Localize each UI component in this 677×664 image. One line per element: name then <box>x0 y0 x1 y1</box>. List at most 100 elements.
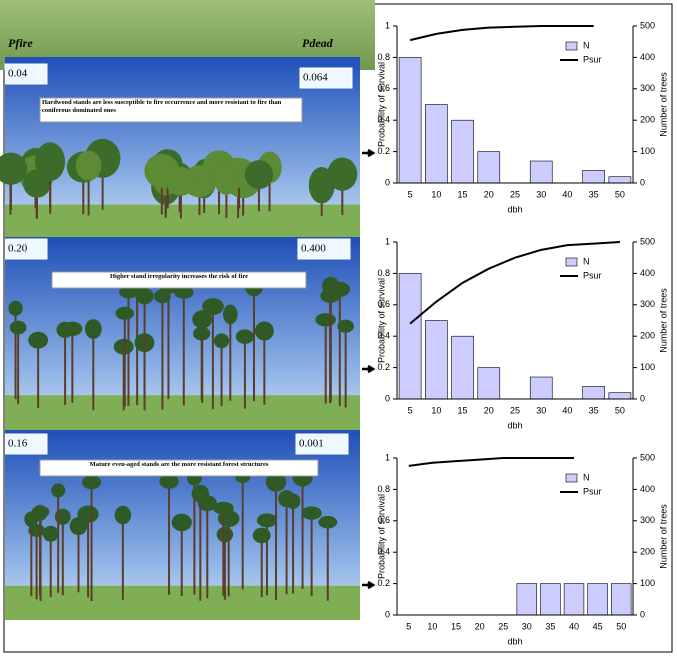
caption: Mature even-aged stands are the more res… <box>42 461 316 469</box>
crown <box>217 527 233 542</box>
bar <box>583 386 605 399</box>
y2-tick-label: 300 <box>640 83 655 93</box>
y2-axis-label: Number of trees <box>658 288 668 353</box>
caption-holder: Hardwood stands are less susceptible to … <box>42 99 300 121</box>
bar <box>399 57 421 183</box>
crown <box>322 277 340 296</box>
crown <box>76 151 102 181</box>
x-tick-label: 15 <box>458 189 468 199</box>
crown <box>214 161 239 195</box>
crown <box>33 505 48 521</box>
bar <box>609 393 631 399</box>
crown <box>56 322 73 338</box>
y-tick-label: 0.8 <box>377 484 390 494</box>
x-tick-label: 30 <box>536 189 546 199</box>
bar <box>530 377 552 399</box>
x-tick-label: 5 <box>406 621 411 631</box>
bar <box>609 177 631 183</box>
crown <box>82 475 101 489</box>
x-tick-label: 50 <box>616 621 626 631</box>
y-axis-label: Probability of survival <box>376 62 386 147</box>
figure: 0.040.064Hardwood stands are less suscep… <box>0 0 677 659</box>
x-tick-label: 20 <box>484 189 494 199</box>
crown <box>318 516 337 529</box>
bar <box>540 584 560 615</box>
legend-label: Psur <box>583 54 602 64</box>
y-axis-label: Probability of survival <box>376 494 386 579</box>
bar <box>611 584 631 615</box>
x-tick-label: 35 <box>589 405 599 415</box>
y-tick-label: 1 <box>385 20 390 30</box>
crown <box>257 513 277 527</box>
crown <box>77 505 98 523</box>
crown <box>278 490 295 507</box>
crown <box>114 339 134 355</box>
x-tick-label: 40 <box>569 621 579 631</box>
y2-tick-label: 500 <box>640 20 655 30</box>
pfire-value: 0.20 <box>8 243 28 255</box>
crown <box>236 329 254 344</box>
x-tick-label: 50 <box>615 405 625 415</box>
x-axis-label: dbh <box>507 204 522 214</box>
x-tick-label: 30 <box>536 405 546 415</box>
bar <box>588 584 608 615</box>
chart: 00.20.40.60.8101002003004005005101520253… <box>362 236 668 430</box>
crown <box>214 333 229 348</box>
legend-label: N <box>583 40 590 50</box>
y-tick-label: 0 <box>385 177 390 187</box>
pdead-value: 0.001 <box>299 438 324 450</box>
y2-tick-label: 200 <box>640 331 655 341</box>
x-tick-label: 5 <box>408 405 413 415</box>
crown <box>35 142 65 181</box>
line <box>410 242 620 324</box>
x-tick-label: 45 <box>593 621 603 631</box>
ground <box>5 395 360 430</box>
y-tick-label: 1 <box>385 236 390 246</box>
y2-tick-label: 0 <box>640 393 645 403</box>
x-tick-label: 35 <box>545 621 555 631</box>
y-tick-label: 0 <box>385 609 390 619</box>
y2-tick-label: 500 <box>640 452 655 462</box>
crown <box>301 506 321 519</box>
y-axis-label: Probability of survival <box>376 278 386 363</box>
legend-swatch <box>566 42 577 50</box>
x-tick-label: 40 <box>562 405 572 415</box>
crown <box>192 485 209 503</box>
x-tick-label: 25 <box>510 405 520 415</box>
arrow <box>362 366 373 372</box>
bar <box>583 170 605 183</box>
caption: Hardwood stands are less susceptible to … <box>42 99 300 115</box>
x-tick-label: 40 <box>562 189 572 199</box>
y2-tick-label: 100 <box>640 578 655 588</box>
crown <box>255 321 274 340</box>
pdead-value: 0.064 <box>303 72 328 84</box>
x-tick-label: 30 <box>522 621 532 631</box>
x-tick-label: 10 <box>427 621 437 631</box>
y2-tick-label: 200 <box>640 115 655 125</box>
y2-tick-label: 300 <box>640 515 655 525</box>
bar <box>452 120 474 183</box>
y2-tick-label: 0 <box>640 177 645 187</box>
crown <box>309 167 335 203</box>
x-tick-label: 20 <box>484 405 494 415</box>
legend-label: N <box>583 256 590 266</box>
y2-tick-label: 0 <box>640 609 645 619</box>
x-axis-label: dbh <box>507 636 522 646</box>
crown <box>8 301 22 316</box>
bar <box>425 321 447 400</box>
crown <box>28 332 48 349</box>
y-tick-label: 0.8 <box>377 268 390 278</box>
x-tick-label: 15 <box>458 405 468 415</box>
crown <box>223 304 238 324</box>
x-tick-label: 50 <box>615 189 625 199</box>
bar <box>478 152 500 183</box>
crown <box>43 526 59 542</box>
y2-tick-label: 300 <box>640 299 655 309</box>
caption-holder: Higher stand irregularity increases the … <box>54 273 304 287</box>
y2-tick-label: 100 <box>640 362 655 372</box>
y2-tick-label: 200 <box>640 547 655 557</box>
bar <box>425 105 447 184</box>
arrow <box>362 150 373 156</box>
